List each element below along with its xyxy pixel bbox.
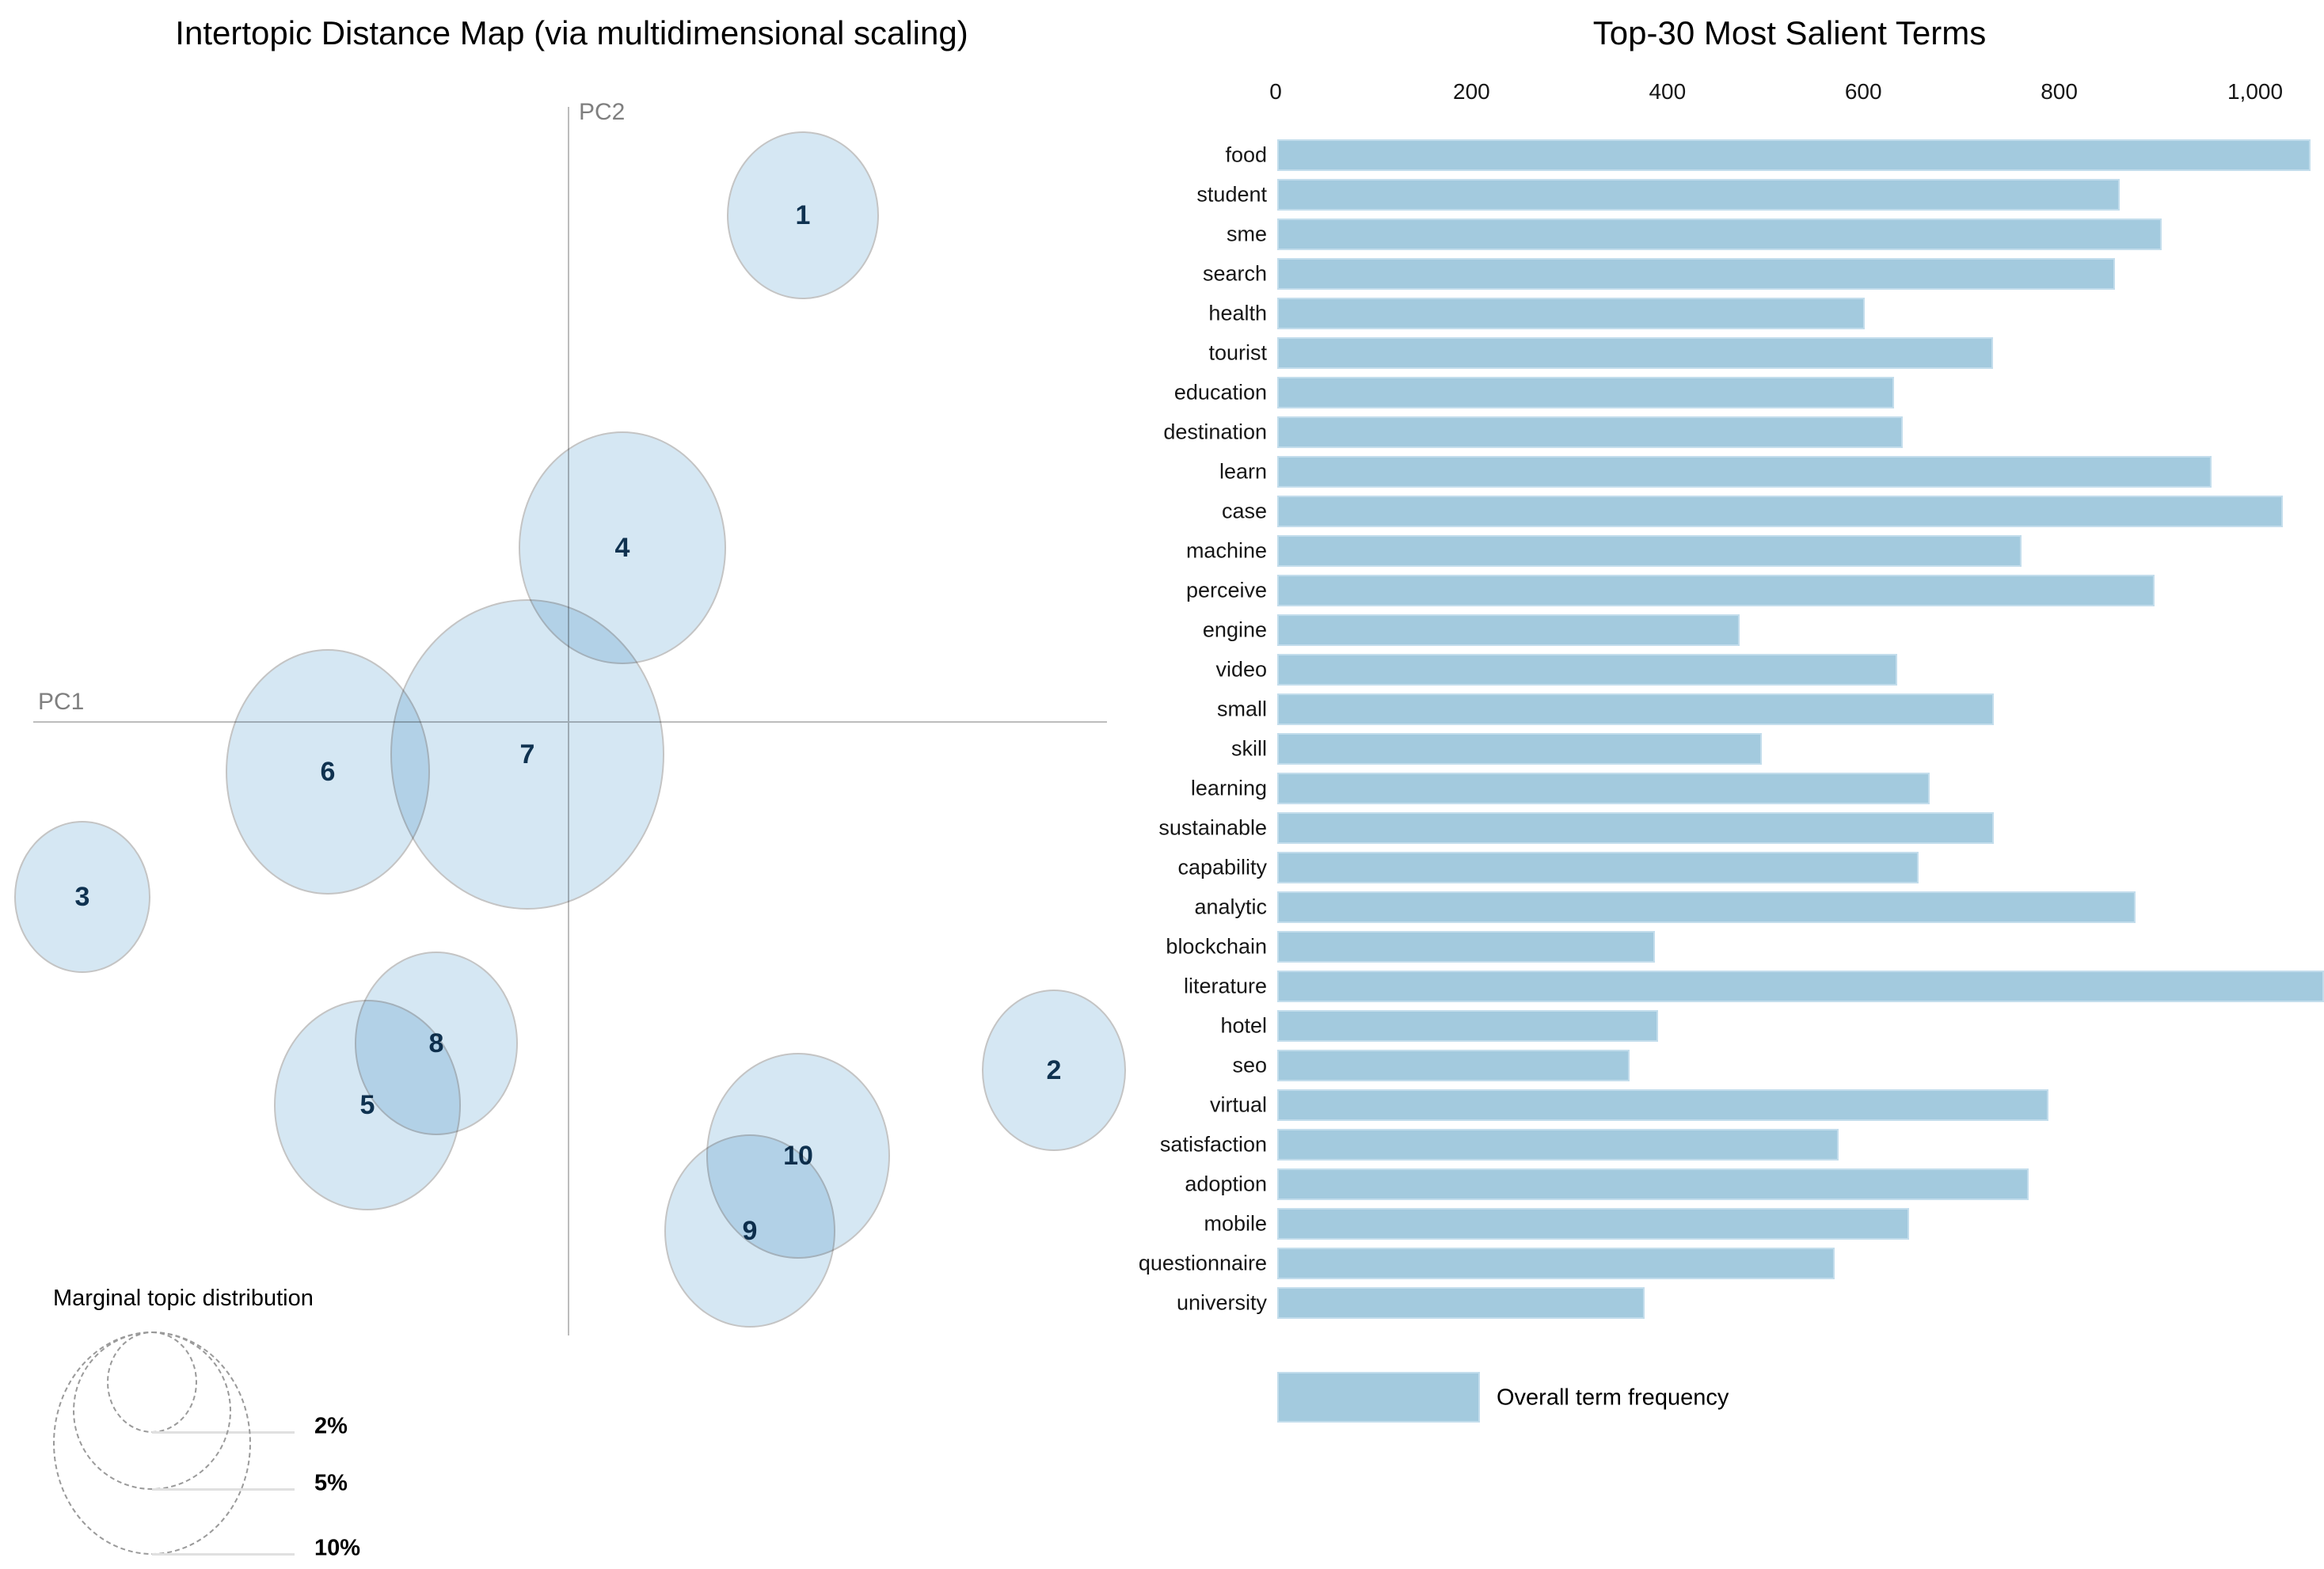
term-label-adoption: adoption [1185,1172,1267,1196]
term-label-machine: machine [1185,538,1267,563]
term-bar-food[interactable] [1277,139,2311,171]
term-bar-learning[interactable] [1277,773,1930,804]
term-bar-virtual[interactable] [1277,1089,2048,1121]
term-label-sme: sme [1226,222,1267,246]
term-bar-sme[interactable] [1277,218,2162,250]
topic-number-label: 4 [614,532,630,563]
term-label-virtual: virtual [1209,1092,1267,1117]
term-label-learn: learn [1219,459,1267,484]
salient-terms-title: Top-30 Most Salient Terms [1592,14,1987,51]
x-tick-1000: 1,000 [2227,79,2284,104]
term-bar-satisfaction[interactable] [1277,1129,1839,1161]
term-label-destination: destination [1163,420,1267,444]
x-tick-0: 0 [1269,79,1282,104]
term-bar-small[interactable] [1277,693,1994,725]
term-label-learning: learning [1190,776,1267,800]
term-bar-engine[interactable] [1277,614,1740,646]
term-label-search: search [1202,261,1267,286]
term-label-student: student [1196,182,1267,207]
pc1-axis-label: PC1 [38,689,85,715]
size-legend-leader-line [152,1553,295,1556]
term-label-small: small [1216,697,1267,721]
term-label-literature: literature [1183,974,1267,998]
topic-number-label: 3 [74,881,90,912]
term-label-blockchain: blockchain [1166,934,1267,959]
term-bar-education[interactable] [1277,377,1894,408]
term-label-case: case [1221,499,1267,523]
term-label-health: health [1208,301,1267,325]
term-label-food: food [1225,142,1267,167]
term-bar-analytic[interactable] [1277,891,2136,923]
topic-number-label: 2 [1046,1054,1062,1085]
term-bar-skill[interactable] [1277,733,1762,765]
term-label-hotel: hotel [1220,1013,1267,1038]
term-bar-capability[interactable] [1277,852,1919,883]
term-bar-search[interactable] [1277,258,2115,290]
x-tick-400: 400 [1649,79,1687,104]
term-bar-case[interactable] [1277,496,2283,527]
term-bar-machine[interactable] [1277,535,2022,567]
term-bar-sustainable[interactable] [1277,812,1994,844]
term-bar-mobile[interactable] [1277,1208,1909,1240]
term-bar-seo[interactable] [1277,1050,1630,1081]
term-label-tourist: tourist [1208,340,1267,365]
x-tick-200: 200 [1453,79,1490,104]
term-label-sustainable: sustainable [1158,815,1267,840]
term-bar-perceive[interactable] [1277,575,2155,606]
topic-bubble-7[interactable]: 7 [390,599,664,910]
topic-bubble-3[interactable]: 3 [14,821,150,973]
term-label-seo: seo [1232,1053,1267,1077]
size-legend-label-10%: 10% [314,1535,361,1561]
term-label-capability: capability [1177,855,1267,879]
term-bar-hotel[interactable] [1277,1010,1658,1042]
term-bar-university[interactable] [1277,1287,1645,1319]
term-frequency-legend-label: Overall term frequency [1497,1385,1729,1411]
term-label-perceive: perceive [1185,578,1267,602]
term-label-skill: skill [1231,736,1267,761]
x-tick-600: 600 [1844,79,1882,104]
x-tick-800: 800 [2041,79,2078,104]
term-label-satisfaction: satisfaction [1159,1132,1267,1157]
term-label-university: university [1176,1290,1267,1315]
term-label-questionnaire: questionnaire [1138,1251,1267,1275]
term-label-analytic: analytic [1194,895,1267,919]
term-bar-learn[interactable] [1277,456,2212,488]
topic-number-label: 7 [519,739,535,769]
topic-number-label: 10 [783,1140,813,1171]
term-bar-health[interactable] [1277,298,1865,329]
term-bar-questionnaire[interactable] [1277,1248,1835,1279]
size-legend-label-5%: 5% [314,1470,348,1496]
term-bar-adoption[interactable] [1277,1168,2029,1200]
term-frequency-legend-swatch [1277,1372,1480,1423]
term-bar-tourist[interactable] [1277,337,1993,369]
topic-bubble-1[interactable]: 1 [727,131,879,299]
term-label-mobile: mobile [1204,1211,1267,1236]
term-bar-blockchain[interactable] [1277,931,1655,963]
size-legend-circle-10% [53,1332,251,1555]
topic-bubble-10[interactable]: 10 [706,1053,890,1259]
marginal-topic-distribution-title: Marginal topic distribution [53,1286,314,1311]
term-label-education: education [1173,380,1267,405]
term-label-video: video [1215,657,1267,682]
topic-number-label: 6 [320,756,336,787]
topic-bubble-8[interactable]: 8 [355,952,518,1135]
size-legend-label-2%: 2% [314,1413,348,1439]
topic-number-label: 1 [795,199,811,230]
term-bar-literature[interactable] [1277,971,2324,1002]
term-label-engine: engine [1202,617,1267,642]
term-bar-destination[interactable] [1277,416,1903,448]
term-bar-video[interactable] [1277,654,1897,686]
topic-number-label: 8 [428,1028,444,1058]
term-bar-student[interactable] [1277,179,2120,211]
intertopic-map-title: Intertopic Distance Map (via multidimens… [175,14,968,51]
topic-bubble-2[interactable]: 2 [982,990,1126,1151]
pc2-axis-label: PC2 [579,99,626,125]
